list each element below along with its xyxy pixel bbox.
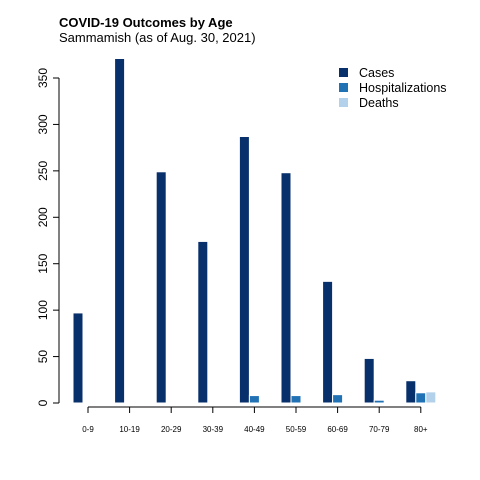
bar-cases-10-19 (114, 58, 126, 404)
bar-cases-60-69 (322, 280, 334, 404)
bars (72, 58, 437, 404)
bar-cases-40-49 (238, 136, 250, 404)
bar-cases-0-9 (72, 312, 84, 404)
y-tick-label: 100 (36, 300, 50, 320)
bar-deaths-80+ (425, 391, 437, 404)
x-tick-label: 20-29 (161, 425, 182, 434)
bar-hospitalizations-80+ (415, 392, 427, 404)
bar-hospitalizations-50-59 (290, 395, 302, 404)
x-tick-label: 80+ (414, 425, 428, 434)
x-tick-label: 40-49 (244, 425, 265, 434)
x-tick-label: 70-79 (369, 425, 390, 434)
legend-label: Cases (359, 66, 394, 80)
legend-swatch (339, 68, 348, 77)
x-axis: 0-9 10-19 20-29 30-39 40-49 50-59 60-69 70-79 80… (82, 406, 428, 434)
bar-hospitalizations-70-79 (373, 399, 385, 404)
bar-cases-20-29 (155, 171, 167, 404)
x-tick-label: 10-19 (119, 425, 140, 434)
y-tick-label: 350 (36, 68, 50, 88)
bar-cases-50-59 (280, 172, 292, 404)
bar-cases-30-39 (197, 240, 209, 404)
y-tick-label: 200 (36, 207, 50, 227)
legend-label: Deaths (359, 96, 399, 110)
bar-cases-80+ (405, 380, 417, 404)
legend-label: Hospitalizations (359, 81, 447, 95)
y-axis: 0 50 100 150 200 250 300 350 (36, 68, 60, 406)
y-tick-label: 50 (36, 350, 50, 364)
bar-hospitalizations-40-49 (248, 395, 260, 404)
chart-subtitle: Sammamish (as of Aug. 30, 2021) (59, 30, 256, 45)
x-tick-label: 30-39 (203, 425, 224, 434)
y-tick-label: 150 (36, 253, 50, 273)
legend-swatch (339, 83, 348, 92)
x-tick-label: 50-59 (286, 425, 307, 434)
chart-title: COVID-19 Outcomes by Age (59, 15, 233, 30)
bar-cases-70-79 (363, 357, 375, 404)
y-tick-label: 250 (36, 161, 50, 181)
x-tick-label: 0-9 (82, 425, 94, 434)
y-tick-label: 300 (36, 114, 50, 134)
bar-hospitalizations-60-69 (332, 394, 344, 404)
x-tick-label: 60-69 (327, 425, 348, 434)
y-tick-label: 0 (36, 399, 50, 406)
legend-swatch (339, 98, 348, 107)
